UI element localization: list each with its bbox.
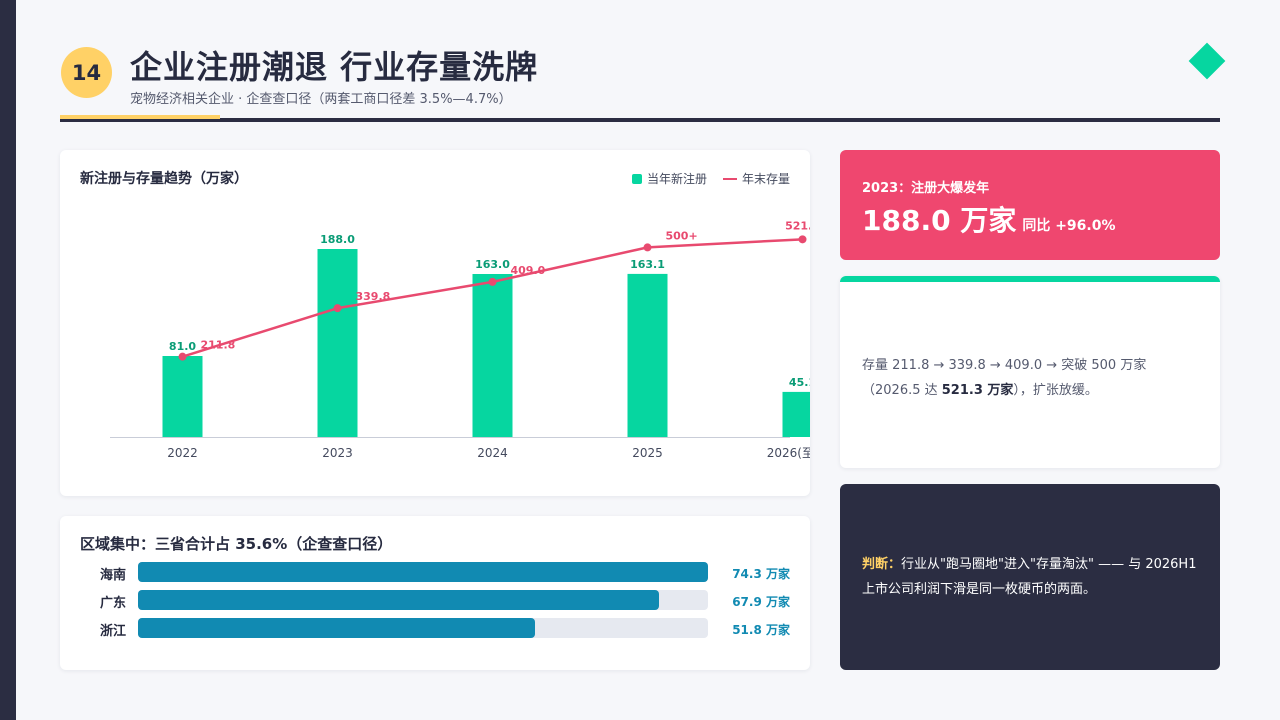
region-row-hainan: 海南 74.3 万家 <box>60 562 810 583</box>
region-card: 区域集中：三省合计占 35.6%（企查查口径） 海南 74.3 万家 广东 67… <box>60 516 810 670</box>
legend-label-line: 年末存量 <box>741 172 790 186</box>
chart-legend: 当年新注册 年末存量 <box>631 170 790 187</box>
bar-label-2: 163.0 <box>475 258 510 271</box>
left-accent-bar <box>0 0 16 720</box>
trend-chart-card: 81.0 2022 188.0 2023 163.0 2024 163.1 2025 45.1 2… <box>60 150 810 496</box>
region-name: 海南 <box>100 568 127 583</box>
legend-swatch-bar <box>631 173 642 184</box>
stock-note-bold: 521.3 万家 <box>941 383 1014 398</box>
header-divider-accent <box>60 115 220 119</box>
x-tick-label-1: 2023 <box>322 446 353 460</box>
stock-point-4 <box>798 235 807 244</box>
bar-label-1: 188.0 <box>320 233 355 246</box>
judgement-body: 行业从"跑马圈地"进入"存量淘汰" —— 与 2026H1 上市公司利润下滑是同… <box>862 557 1197 597</box>
region-title: 区域集中：三省合计占 35.6%（企查查口径） <box>80 535 393 553</box>
x-tick-label-3: 2025 <box>632 446 663 460</box>
region-row-guangdong: 广东 67.9 万家 <box>60 590 810 611</box>
highlight-card: 2023：注册大爆发年 188.0 万家 同比 +96.0% <box>840 150 1220 260</box>
page-title: 企业注册潮退 行业存量洗牌 <box>130 48 539 86</box>
legend-label-bar: 当年新注册 <box>646 172 707 186</box>
bar-0 <box>162 356 203 437</box>
stock-label-4: 521.3 <box>785 219 810 232</box>
bar-3 <box>627 273 668 437</box>
stock-point-1 <box>333 304 342 313</box>
header-divider <box>60 118 1220 122</box>
highlight-value: 188.0 万家 <box>862 204 1017 237</box>
stock-label-0: 211.8 <box>201 339 236 352</box>
region-row-zhejiang: 浙江 51.8 万家 <box>60 618 810 639</box>
stock-note-accent <box>840 276 1220 282</box>
page-number: 14 <box>71 60 102 85</box>
stock-note-card: 存量 211.8 → 339.8 → 409.0 → 突破 500 万家（202… <box>840 276 1220 468</box>
highlight-value-line: 188.0 万家 同比 +96.0% <box>862 199 1116 239</box>
bar-label-0: 81.0 <box>169 340 196 353</box>
judgement-card: 判断：行业从"跑马圈地"进入"存量淘汰" —— 与 2026H1 上市公司利润下… <box>840 484 1220 670</box>
chart-title: 新注册与存量趋势（万家） <box>80 171 248 187</box>
region-name: 广东 <box>100 596 127 611</box>
region-value: 67.9 万家 <box>732 595 790 609</box>
stock-label-1: 339.8 <box>356 290 391 303</box>
x-tick-label-0: 2022 <box>167 446 198 460</box>
region-name: 浙江 <box>100 624 127 639</box>
region-value: 74.3 万家 <box>732 567 790 581</box>
bar-4 <box>782 391 810 437</box>
highlight-label: 2023：注册大爆发年 <box>862 181 990 196</box>
legend-swatch-line <box>722 177 737 180</box>
stock-note-text: 存量 211.8 → 339.8 → 409.0 → 突破 500 万家（202… <box>862 353 1202 403</box>
stock-label-2: 409.0 <box>511 264 546 277</box>
stock-point-2 <box>488 277 497 286</box>
x-tick-label-2: 2024 <box>477 446 508 460</box>
diamond-icon <box>1188 42 1226 80</box>
highlight-yoy: 同比 +96.0% <box>1022 218 1116 234</box>
region-bar-fill <box>138 618 536 638</box>
region-bar-track <box>138 562 708 582</box>
stock-point-3 <box>643 243 652 252</box>
bar-label-3: 163.1 <box>630 258 665 271</box>
judgement-label: 判断： <box>862 557 902 572</box>
trend-chart: 81.0 2022 188.0 2023 163.0 2024 163.1 2025 45.1 2… <box>110 219 810 460</box>
bar-label-4: 45.1 <box>789 376 810 389</box>
stock-label-3: 500+ <box>666 229 698 242</box>
judgement-text: 判断：行业从"跑马圈地"进入"存量淘汰" —— 与 2026H1 上市公司利润下… <box>862 552 1202 602</box>
stock-note-part-a: 存量 211.8 → 339.8 → 409.0 → 突破 500 万家（202… <box>862 358 1147 398</box>
page-number-badge: 14 <box>61 47 112 98</box>
bar-1 <box>317 249 358 437</box>
region-bar-fill <box>138 562 708 582</box>
stock-note-part-b: ），扩张放缓。 <box>1013 383 1098 398</box>
region-value: 51.8 万家 <box>732 623 790 637</box>
page-subtitle: 宠物经济相关企业 · 企查查口径（两套工商口径差 3.5%—4.7%） <box>130 92 512 107</box>
bar-2 <box>472 274 513 437</box>
stock-point-0 <box>178 352 187 361</box>
region-bar-track <box>138 590 708 610</box>
x-tick-label-4: 2026(至5月) <box>767 446 810 460</box>
region-bar-fill <box>138 590 659 610</box>
region-bar-track <box>138 618 708 638</box>
